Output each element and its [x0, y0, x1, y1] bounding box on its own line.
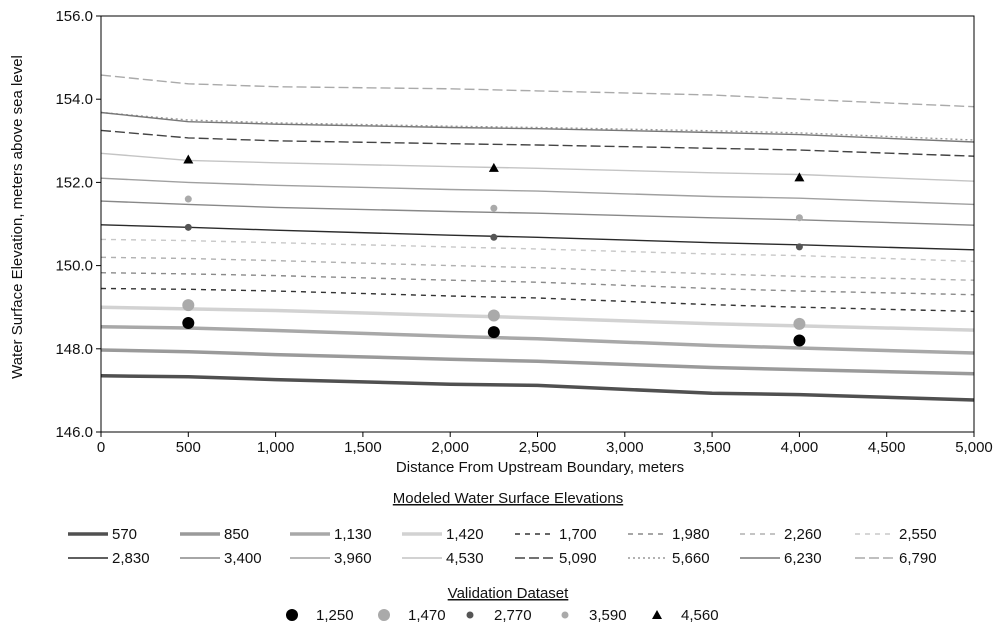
series-line-570: [100, 374, 975, 402]
series-line-1130: [100, 325, 975, 355]
series-line-1420: [100, 305, 975, 332]
x-tick-label: 1,000: [257, 439, 295, 456]
validation-point-3590: [184, 195, 192, 203]
x-tick-label: 4,500: [868, 439, 906, 456]
x-tick-label: 0: [97, 439, 105, 456]
axes: 0 500 1,000 1,500 2,000 2,500 3,000 3,500 4,000 4…: [55, 8, 992, 456]
legend-label-850: 850: [224, 526, 249, 543]
legend-marker-4560: [652, 610, 662, 619]
validation-point-1470: [487, 309, 500, 322]
validation-point-1250: [487, 326, 500, 339]
x-tick-label: 5,000: [955, 439, 993, 456]
x-tick-label: 500: [176, 439, 201, 456]
legend-validation-label-1470: 1,470: [408, 607, 446, 624]
plot-area: [100, 74, 975, 402]
legend-validation-label-4560: 4,560: [681, 607, 719, 624]
legend-label-1130: 1,130: [334, 526, 372, 543]
legend-label-6230: 6,230: [784, 550, 822, 567]
legend-validation-label-3590: 3,590: [589, 607, 627, 624]
y-tick-label: 152.0: [55, 174, 93, 191]
y-tick-label: 146.0: [55, 424, 93, 441]
series-line-2550: [100, 238, 975, 263]
legend-modeled: 570 850 1,130 1,420 1,700 1,980 2,260 2,550 2,83…: [68, 526, 937, 567]
legend-validation-label-1250: 1,250: [316, 607, 354, 624]
legend-label-2260: 2,260: [784, 526, 822, 543]
series-line-850: [100, 348, 975, 376]
legend-marker-2770: [466, 611, 474, 619]
validation-point-2770: [184, 223, 192, 231]
series-line-3400: [100, 200, 975, 226]
x-tick-label: 2,000: [431, 439, 469, 456]
x-tick-label: 4,000: [781, 439, 819, 456]
x-axis-title: Distance From Upstream Boundary, meters: [396, 459, 684, 476]
legend-marker-3590: [561, 611, 569, 619]
x-tick-label: 3,000: [606, 439, 644, 456]
legend-label-570: 570: [112, 526, 137, 543]
series-line-1700: [100, 287, 975, 313]
series-line-1980: [100, 272, 975, 296]
legend-validation: 1,250 1,470 2,770 3,590 4,560: [286, 607, 719, 624]
validation-point-4560: [183, 154, 194, 164]
legend-label-1980: 1,980: [672, 526, 710, 543]
legend-label-3400: 3,400: [224, 550, 262, 567]
legend-label-2550: 2,550: [899, 526, 937, 543]
legend-label-5090: 5,090: [559, 550, 597, 567]
legend-validation-title: Validation Dataset: [448, 585, 569, 602]
legend-label-1420: 1,420: [446, 526, 484, 543]
legend-label-2830: 2,830: [112, 550, 150, 567]
validation-point-3590: [490, 204, 498, 212]
series-line-6230: [100, 111, 975, 143]
validation-point-4560: [488, 162, 499, 172]
legend-marker-1470: [378, 609, 390, 621]
x-tick-label: 2,500: [519, 439, 557, 456]
y-tick-label: 156.0: [55, 8, 93, 25]
validation-point-2770: [795, 243, 803, 251]
validation-point-1470: [182, 299, 195, 312]
legend-label-1700: 1,700: [559, 526, 597, 543]
legend-label-6790: 6,790: [899, 550, 937, 567]
series-line-3960: [100, 177, 975, 206]
validation-point-2770: [490, 233, 498, 241]
legend-validation-label-2770: 2,770: [494, 607, 532, 624]
legend-label-5660: 5,660: [672, 550, 710, 567]
series-line-6790: [100, 74, 975, 108]
x-tick-label: 1,500: [344, 439, 382, 456]
legend-modeled-title: Modeled Water Surface Elevations: [393, 490, 623, 507]
series-line-4530: [100, 152, 975, 182]
y-tick-label: 150.0: [55, 258, 93, 275]
legend-label-4530: 4,530: [446, 550, 484, 567]
validation-point-4560: [794, 172, 805, 182]
validation-point-1250: [793, 334, 806, 347]
y-tick-label: 148.0: [55, 341, 93, 358]
legend-marker-1250: [286, 609, 298, 621]
validation-point-1470: [793, 317, 806, 330]
series-line-5090: [100, 129, 975, 157]
series-line-2260: [100, 256, 975, 281]
y-tick-label: 154.0: [55, 91, 93, 108]
validation-point-3590: [795, 214, 803, 222]
series-line-2830: [100, 224, 975, 251]
legend-label-3960: 3,960: [334, 550, 372, 567]
x-tick-label: 3,500: [693, 439, 731, 456]
validation-point-1250: [182, 317, 195, 330]
y-axis-title: Water Surface Elevation, meters above se…: [9, 55, 26, 379]
